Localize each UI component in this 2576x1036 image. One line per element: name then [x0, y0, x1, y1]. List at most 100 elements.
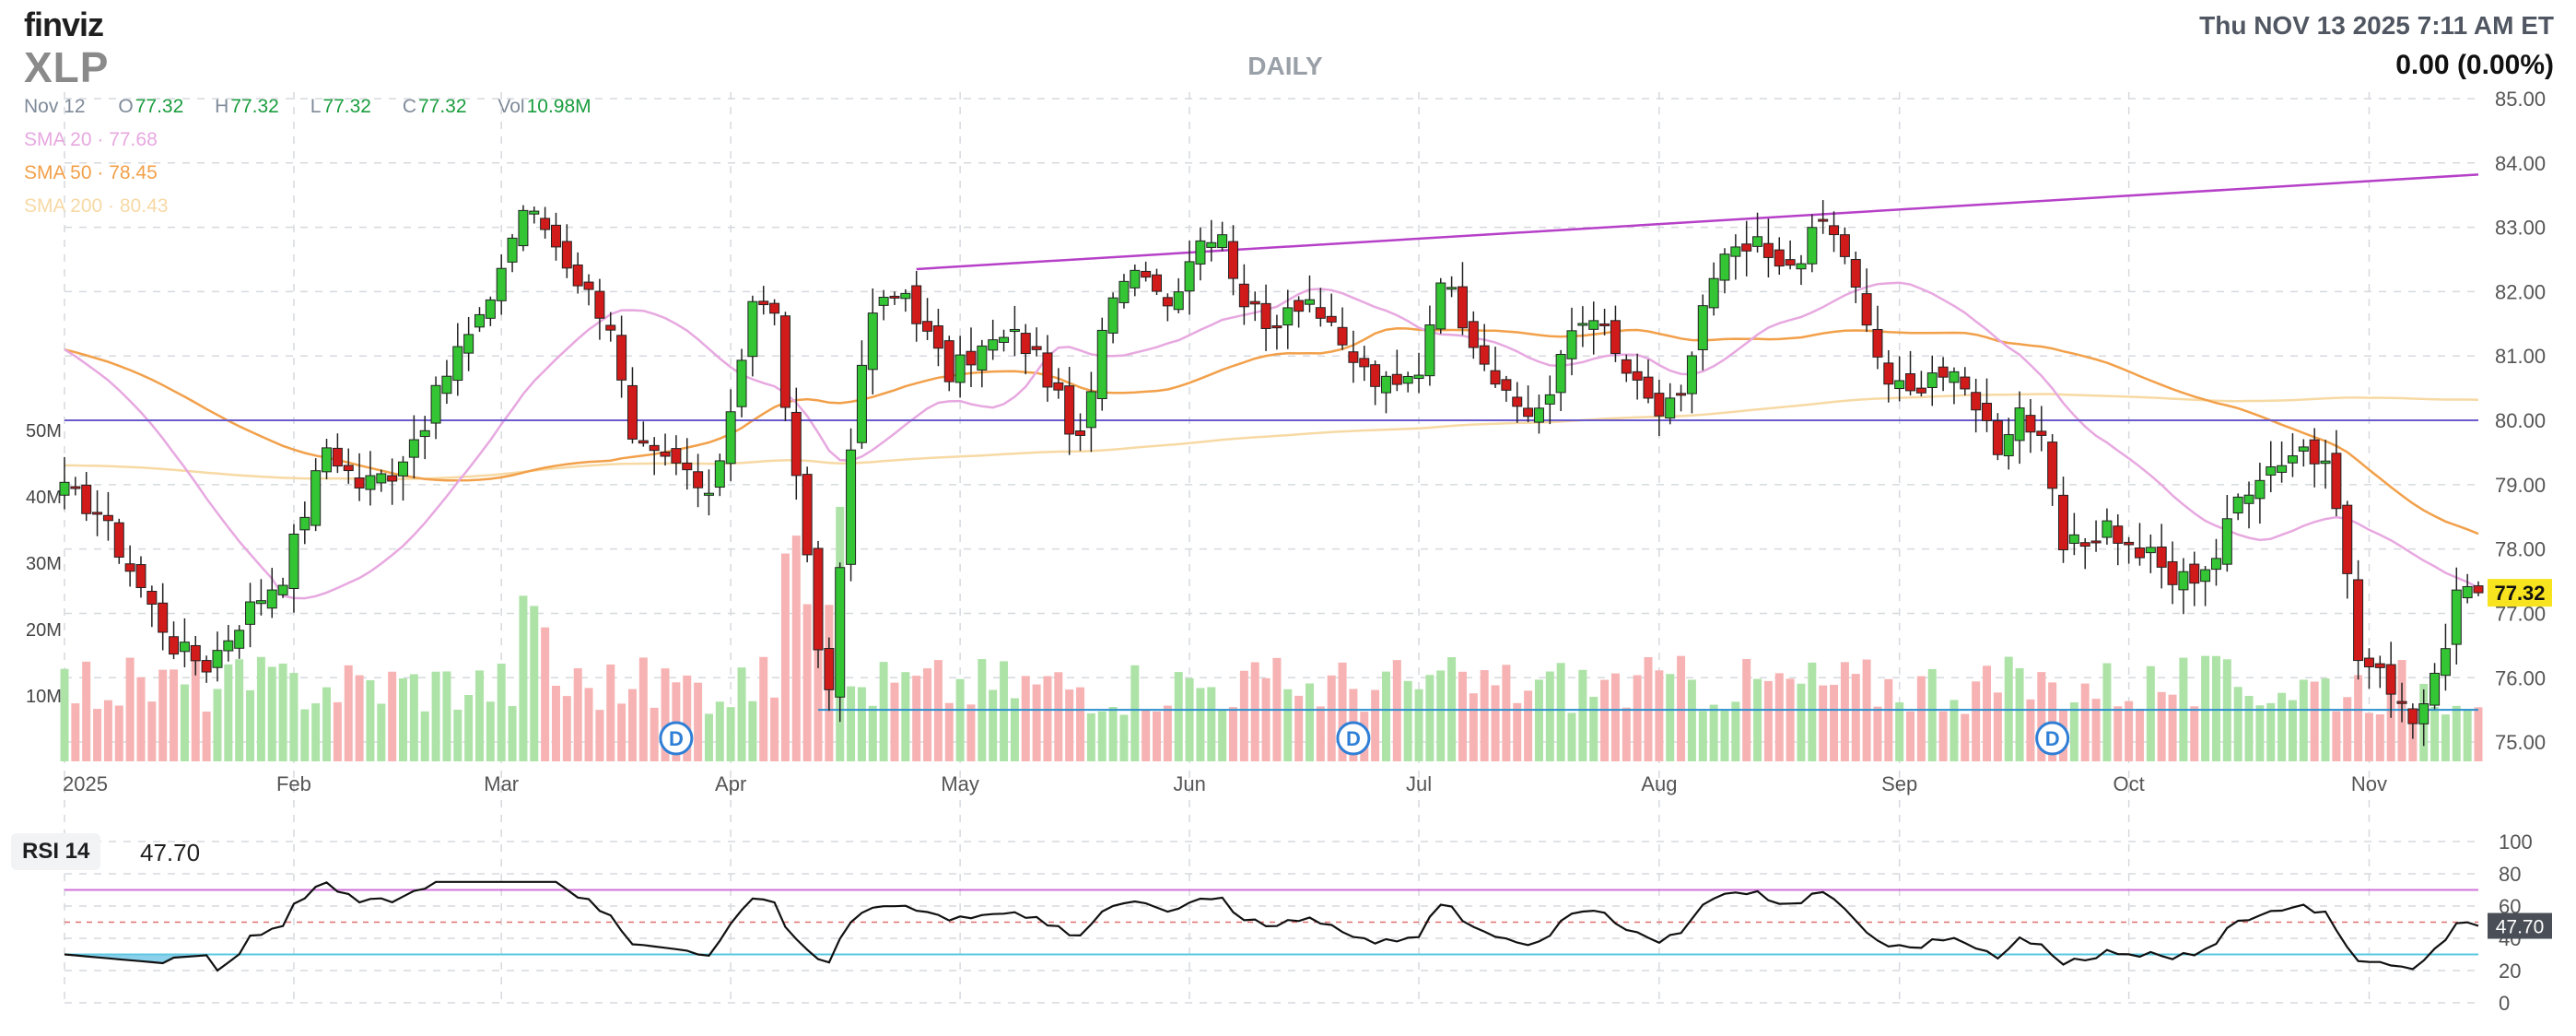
candle [1490, 347, 1501, 388]
candle [900, 288, 911, 312]
volume-bar [420, 711, 429, 761]
date-tick-label: Aug [1641, 772, 1677, 795]
candle [245, 583, 256, 648]
candle-body [2025, 415, 2036, 433]
candle [616, 315, 627, 398]
candle [485, 296, 496, 326]
candle-body [2210, 558, 2221, 571]
volume-bar [1720, 711, 1729, 761]
candle [1118, 274, 1130, 309]
rsi-value-tag-label: 47.70 [2496, 917, 2545, 938]
volume-bar [344, 665, 353, 761]
volume-bar [355, 675, 364, 761]
candle-body [1829, 225, 1840, 236]
rsi-indicator-label[interactable]: RSI 14 [11, 833, 101, 870]
volume-bar [650, 707, 659, 761]
volume-bar [1381, 671, 1390, 761]
candle-body [1643, 376, 1654, 399]
volume-bar [2299, 679, 2308, 761]
dividend-circle [659, 721, 694, 756]
candle-body [2047, 441, 2058, 489]
candle [1141, 261, 1152, 282]
finviz-logo[interactable]: finviz [24, 6, 104, 43]
volume-tick-label: 40M [26, 488, 62, 508]
candle-body [507, 237, 518, 263]
candle-body [474, 313, 485, 328]
volume-bar [944, 702, 954, 761]
volume-bar [1108, 706, 1118, 761]
volume-bar [2364, 712, 2373, 761]
candle-body [2353, 579, 2364, 662]
dividend-marker[interactable]: D [2035, 721, 2070, 756]
candle [2254, 463, 2266, 524]
candle-body [299, 516, 310, 531]
volume-bar [1950, 700, 1959, 761]
volume-bar [1906, 711, 1915, 761]
price-tick-label: 82.00 [2495, 280, 2546, 303]
candle-body [113, 522, 124, 558]
candle-body [1042, 352, 1053, 388]
candle-body [2430, 672, 2441, 706]
candle-body [201, 660, 212, 673]
dividend-marker[interactable]: D [659, 721, 694, 756]
candle-body [1621, 359, 1632, 374]
volume-bar [2026, 699, 2035, 761]
candle-body [310, 470, 322, 526]
candle-body [900, 292, 911, 300]
open-value: 77.32 [135, 96, 184, 117]
volume-bar [213, 689, 222, 761]
candle-body [1632, 371, 1643, 381]
volume-bar [1983, 665, 1992, 761]
candle [2102, 508, 2113, 545]
volume-bar [901, 672, 910, 761]
volume-bar [474, 670, 484, 761]
volume-bar [551, 685, 560, 761]
date-tick-label: Mar [484, 772, 519, 795]
volume-bar [180, 684, 189, 761]
sma20-legend[interactable]: SMA 20 · 77.68 [24, 129, 158, 150]
sma200-legend[interactable]: SMA 200 · 80.43 [24, 195, 169, 217]
candle-body [1107, 297, 1118, 334]
candle [889, 291, 900, 305]
candle [1719, 248, 1730, 294]
candle [277, 577, 288, 598]
volume-bar [1054, 672, 1063, 761]
candle-body [430, 384, 441, 424]
candle [1162, 293, 1173, 322]
volume-bar [2430, 706, 2440, 761]
date-tick-label: 2025 [63, 772, 108, 795]
volume-bar [442, 671, 451, 761]
candle [1413, 352, 1424, 394]
candle [2385, 642, 2396, 718]
volume-bar [1610, 673, 1620, 761]
candle-body [255, 600, 266, 605]
timeframe-label[interactable]: DAILY [1247, 52, 1323, 80]
candle-body [2331, 453, 2342, 510]
volume-bar [497, 664, 506, 761]
candle-body [1315, 307, 1326, 319]
candle-body [779, 315, 790, 408]
candle-body [387, 475, 398, 482]
candle-body [725, 411, 736, 465]
candle [2430, 663, 2441, 710]
candle-body [1446, 287, 1458, 290]
candle-body [736, 359, 747, 407]
volume-bar [1371, 689, 1380, 761]
candle [2243, 481, 2254, 529]
candle [354, 453, 365, 501]
candle [1282, 289, 1294, 349]
volume-bar [1294, 695, 1304, 761]
volume-bar [1808, 662, 1817, 761]
candle [1796, 254, 1807, 286]
candle-body [1894, 380, 1905, 390]
dividend-marker[interactable]: D [1336, 721, 1371, 756]
candle-body [1152, 274, 1163, 292]
candle-body [1599, 323, 1610, 326]
price-tick-label: 85.00 [2495, 88, 2546, 111]
candle-body [1053, 382, 1064, 391]
candle [954, 336, 966, 398]
candle [1774, 237, 1785, 276]
sma50-legend[interactable]: SMA 50 · 78.45 [24, 162, 158, 183]
